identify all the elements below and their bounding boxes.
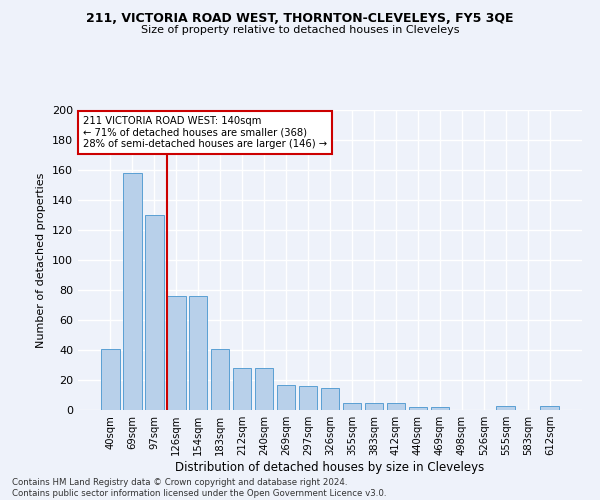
Bar <box>409 407 427 410</box>
Bar <box>299 386 317 410</box>
Bar <box>343 402 361 410</box>
Bar <box>211 348 229 410</box>
Text: 211 VICTORIA ROAD WEST: 140sqm
← 71% of detached houses are smaller (368)
28% of: 211 VICTORIA ROAD WEST: 140sqm ← 71% of … <box>83 116 327 149</box>
Bar <box>255 368 274 410</box>
Bar <box>189 296 208 410</box>
X-axis label: Distribution of detached houses by size in Cleveleys: Distribution of detached houses by size … <box>175 461 485 474</box>
Bar <box>431 407 449 410</box>
Y-axis label: Number of detached properties: Number of detached properties <box>37 172 46 348</box>
Bar <box>233 368 251 410</box>
Bar <box>541 406 559 410</box>
Bar <box>496 406 515 410</box>
Text: 211, VICTORIA ROAD WEST, THORNTON-CLEVELEYS, FY5 3QE: 211, VICTORIA ROAD WEST, THORNTON-CLEVEL… <box>86 12 514 26</box>
Bar <box>365 402 383 410</box>
Bar <box>123 173 142 410</box>
Bar <box>277 384 295 410</box>
Bar <box>320 388 340 410</box>
Bar <box>145 215 164 410</box>
Text: Contains HM Land Registry data © Crown copyright and database right 2024.
Contai: Contains HM Land Registry data © Crown c… <box>12 478 386 498</box>
Bar <box>386 402 405 410</box>
Bar <box>167 296 185 410</box>
Bar <box>101 348 119 410</box>
Text: Size of property relative to detached houses in Cleveleys: Size of property relative to detached ho… <box>141 25 459 35</box>
